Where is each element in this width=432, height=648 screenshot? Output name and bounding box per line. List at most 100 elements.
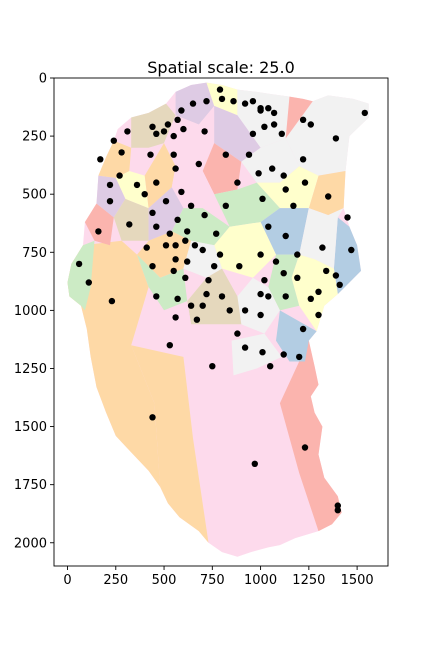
data-point-56 bbox=[162, 198, 170, 205]
region-blue-east-coast bbox=[333, 217, 361, 295]
data-point-55 bbox=[222, 202, 229, 209]
data-point-76 bbox=[172, 242, 179, 249]
y-tick-label: 1500 bbox=[14, 420, 47, 435]
data-point-51 bbox=[301, 179, 309, 186]
data-point-86 bbox=[294, 274, 301, 281]
data-points bbox=[75, 86, 368, 514]
data-point-80 bbox=[216, 251, 224, 258]
x-tick-label: 0 bbox=[63, 573, 71, 588]
chart-title: Spatial scale: 25.0 bbox=[147, 58, 295, 77]
data-point-121 bbox=[296, 353, 303, 361]
region-grey-south bbox=[237, 277, 280, 334]
data-point-45 bbox=[133, 181, 141, 189]
data-point-90 bbox=[299, 325, 307, 333]
data-point-57 bbox=[187, 202, 195, 209]
data-point-96 bbox=[236, 263, 243, 270]
data-point-28 bbox=[249, 130, 257, 137]
y-tick-label: 1000 bbox=[14, 304, 47, 319]
data-point-71 bbox=[319, 244, 326, 251]
region-pink-center bbox=[171, 166, 215, 209]
data-point-78 bbox=[191, 242, 199, 249]
data-point-127 bbox=[251, 460, 258, 467]
y-tick-label: 500 bbox=[22, 188, 47, 203]
data-point-109 bbox=[265, 293, 272, 300]
data-point-97 bbox=[182, 274, 189, 281]
data-point-62 bbox=[95, 228, 102, 235]
data-point-64 bbox=[166, 230, 173, 237]
data-point-74 bbox=[143, 244, 150, 251]
data-point-116 bbox=[193, 316, 201, 323]
x-axis: 0 250 500 750 1000 1250 1500 bbox=[63, 566, 374, 588]
data-point-120 bbox=[280, 351, 287, 358]
data-point-52 bbox=[325, 193, 332, 200]
data-point-110 bbox=[108, 297, 116, 305]
data-point-72 bbox=[294, 251, 301, 258]
region-grey-east bbox=[299, 208, 344, 269]
region-red-southeast bbox=[279, 340, 342, 532]
data-point-99 bbox=[261, 277, 268, 284]
data-point-95 bbox=[211, 263, 218, 270]
data-point-63 bbox=[153, 223, 160, 230]
data-point-100 bbox=[75, 260, 83, 268]
data-point-83 bbox=[323, 267, 330, 275]
data-point-18 bbox=[160, 128, 168, 135]
data-point-114 bbox=[257, 311, 264, 319]
data-point-34 bbox=[195, 160, 202, 168]
data-point-39 bbox=[269, 165, 276, 172]
data-point-84 bbox=[332, 272, 340, 279]
data-point-10 bbox=[230, 98, 237, 105]
data-point-108 bbox=[282, 293, 289, 300]
data-point-27 bbox=[201, 128, 208, 135]
data-point-98 bbox=[205, 277, 212, 284]
data-point-6 bbox=[265, 105, 272, 112]
data-point-22 bbox=[124, 128, 131, 135]
data-point-36 bbox=[245, 151, 253, 158]
data-point-24 bbox=[118, 149, 125, 156]
region-map bbox=[67, 82, 369, 557]
data-point-20 bbox=[170, 132, 177, 140]
data-point-118 bbox=[241, 344, 249, 351]
data-point-1 bbox=[332, 135, 340, 142]
y-tick-label: 1250 bbox=[14, 362, 47, 377]
data-point-82 bbox=[280, 270, 287, 277]
data-point-58 bbox=[201, 211, 208, 219]
region-yellow-west bbox=[115, 171, 149, 209]
region-orange-center-west bbox=[144, 143, 176, 209]
region-grey-northeast bbox=[285, 95, 369, 176]
data-point-129 bbox=[334, 507, 341, 514]
data-point-104 bbox=[203, 290, 210, 298]
region-pink-center-north bbox=[164, 115, 215, 171]
data-point-112 bbox=[241, 307, 249, 314]
data-point-93 bbox=[170, 267, 177, 275]
data-point-37 bbox=[280, 172, 287, 179]
data-point-102 bbox=[153, 293, 160, 300]
data-point-111 bbox=[199, 302, 206, 309]
data-point-9 bbox=[241, 100, 249, 107]
y-tick-label: 250 bbox=[22, 130, 47, 145]
data-point-38 bbox=[299, 156, 307, 163]
data-point-26 bbox=[153, 130, 160, 137]
region-green-center bbox=[214, 182, 280, 227]
x-tick-label: 250 bbox=[103, 573, 128, 588]
data-point-12 bbox=[216, 86, 224, 93]
data-point-44 bbox=[178, 188, 185, 196]
region-green-east bbox=[268, 254, 300, 311]
y-axis: 0 250 500 750 1000 1250 1500 1750 2000 bbox=[14, 72, 54, 551]
x-tick-label: 1500 bbox=[341, 573, 374, 588]
data-point-68 bbox=[282, 232, 289, 240]
data-point-35 bbox=[222, 151, 229, 158]
data-point-13 bbox=[203, 98, 210, 105]
data-point-40 bbox=[255, 170, 262, 177]
data-point-59 bbox=[174, 216, 181, 223]
data-point-29 bbox=[261, 123, 268, 130]
data-point-94 bbox=[149, 263, 156, 270]
data-point-92 bbox=[184, 258, 191, 265]
data-point-17 bbox=[164, 121, 172, 128]
region-grey-center-north bbox=[241, 138, 300, 183]
plot-area bbox=[67, 82, 369, 557]
data-point-107 bbox=[257, 290, 264, 298]
data-point-19 bbox=[180, 125, 187, 133]
data-point-53 bbox=[259, 195, 266, 202]
data-point-125 bbox=[149, 414, 156, 421]
